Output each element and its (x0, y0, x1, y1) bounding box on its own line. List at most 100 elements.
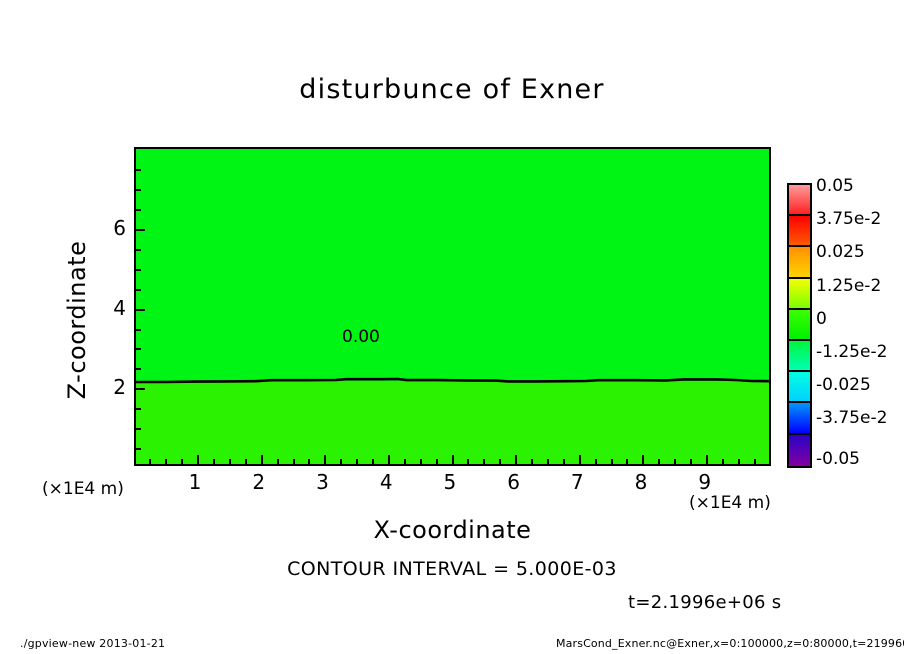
colorbar-tick-label: -1.25e-2 (816, 342, 888, 362)
time-annotation: t=2.1996e+06 s (628, 592, 782, 613)
tick-x-top-minor (531, 149, 533, 154)
tick-x-minor (213, 459, 216, 464)
tick-y-right-minor (764, 408, 769, 410)
x-tick-label-6: 6 (507, 470, 520, 494)
colorbar-tick-label: -0.025 (816, 375, 871, 396)
tick-y-major (136, 388, 145, 391)
tick-x-major (451, 455, 454, 464)
tick-y-right-minor (764, 169, 769, 171)
tick-x-top-minor (229, 149, 231, 154)
tick-x-minor (356, 459, 359, 464)
tick-x-minor (753, 459, 756, 464)
x-tick-label-5: 5 (443, 470, 457, 494)
tick-x-top-minor (149, 149, 151, 154)
colorbar-band (789, 216, 810, 248)
tick-x-top-minor (499, 149, 501, 154)
tick-x-minor (292, 459, 295, 464)
tick-x-top-minor (690, 149, 692, 154)
tick-y-minor (136, 448, 141, 451)
tick-y-right-major (760, 229, 769, 231)
x-tick-label-7: 7 (570, 470, 584, 494)
tick-x-minor (674, 459, 677, 464)
tick-y-minor (136, 248, 141, 251)
tick-x-minor (721, 459, 724, 464)
tick-x-top-minor (308, 149, 310, 154)
field-region-upper (136, 149, 769, 381)
tick-x-top-minor (293, 149, 295, 154)
footer-source-text: MarsCond_Exner.nc@Exner,x=0:100000,z=0:8… (556, 637, 904, 650)
tick-x-minor (340, 459, 343, 464)
tick-x-major (324, 455, 327, 464)
tick-x-top-major (706, 149, 708, 158)
tick-y-minor (136, 368, 141, 371)
colorbar-tick-label: 1.25e-2 (816, 275, 882, 296)
tick-x-minor (562, 459, 565, 464)
colorbar-band (789, 403, 810, 435)
tick-x-minor (165, 459, 168, 464)
tick-y-major (136, 308, 145, 311)
tick-x-top-minor (754, 149, 756, 154)
colorbar-tick-label: 0 (816, 308, 827, 329)
x-tick-label-8: 8 (634, 470, 648, 494)
x-tick-label-1: 1 (188, 470, 202, 494)
x-tick-label-4: 4 (379, 470, 393, 494)
tick-x-minor (531, 459, 534, 464)
tick-x-top-minor (213, 149, 215, 154)
tick-y-right-minor (764, 329, 769, 331)
tick-x-top-minor (372, 149, 374, 154)
colorbar-band (789, 372, 810, 404)
tick-x-minor (737, 459, 740, 464)
tick-x-major (387, 455, 390, 464)
tick-x-minor (276, 459, 279, 464)
tick-x-minor (419, 459, 422, 464)
tick-x-top-major (324, 149, 326, 158)
tick-x-minor (610, 459, 613, 464)
footer-command-text: ./gpview-new 2013-01-21 (20, 637, 166, 650)
colorbar-band (789, 247, 810, 279)
tick-x-top-major (197, 149, 199, 158)
tick-x-top-minor (404, 149, 406, 154)
tick-y-major (136, 228, 145, 231)
tick-x-top-minor (420, 149, 422, 154)
tick-x-top-minor (563, 149, 565, 154)
tick-x-minor (658, 459, 661, 464)
tick-x-top-minor (467, 149, 469, 154)
tick-x-top-minor (738, 149, 740, 154)
colorbar-band (789, 340, 810, 373)
tick-x-minor (228, 459, 231, 464)
colorbar-band (789, 309, 810, 341)
tick-x-major (578, 455, 581, 464)
tick-x-major (515, 455, 518, 464)
colorbar-tick-label: 3.75e-2 (816, 209, 882, 230)
tick-y-right-major (760, 309, 769, 311)
x-tick-label-9: 9 (698, 470, 712, 494)
tick-x-top-minor (611, 149, 613, 154)
tick-x-top-minor (340, 149, 342, 154)
tick-x-top-major (388, 149, 390, 158)
x-tick-label-2: 2 (252, 470, 266, 494)
x-tick-label-3: 3 (316, 470, 329, 494)
tick-x-minor (403, 459, 406, 464)
tick-y-minor (136, 348, 141, 351)
tick-x-minor (594, 459, 597, 464)
tick-y-right-minor (764, 368, 769, 370)
y-axis-unit-label: (×1E4 m) (42, 479, 124, 499)
tick-x-top-minor (722, 149, 724, 154)
x-axis-unit-label: (×1E4 m) (689, 493, 771, 513)
tick-y-minor (136, 209, 141, 211)
tick-x-major (642, 455, 645, 464)
tick-x-minor (546, 459, 549, 464)
tick-y-minor (136, 428, 141, 431)
tick-x-major (260, 455, 263, 464)
tick-y-minor (136, 408, 141, 411)
tick-y-minor (136, 169, 141, 172)
tick-y-right-major (760, 388, 769, 390)
contour-label: 0.00 (339, 328, 383, 347)
tick-x-top-minor (674, 149, 676, 154)
tick-x-top-minor (277, 149, 279, 154)
tick-x-minor (483, 459, 486, 464)
plot-area: 0.00 (134, 147, 771, 466)
tick-x-top-minor (165, 149, 167, 154)
tick-y-right-minor (764, 348, 769, 350)
tick-x-minor (372, 459, 375, 464)
